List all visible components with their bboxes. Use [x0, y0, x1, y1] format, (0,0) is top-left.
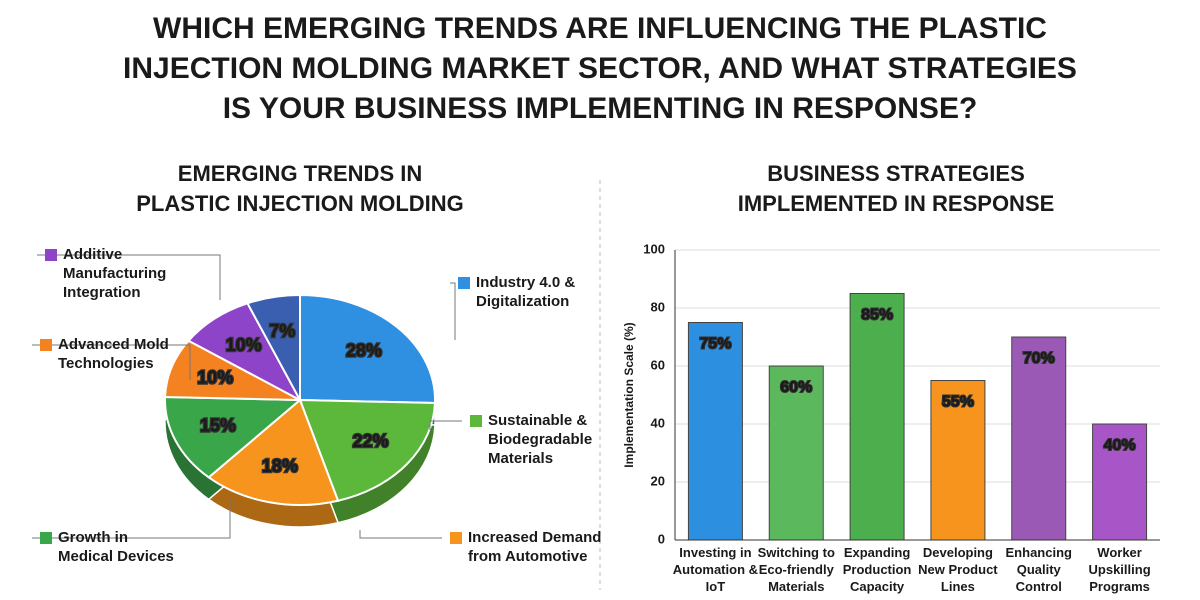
bar-value-label: 75% [699, 336, 731, 353]
y-tick-label: 20 [651, 473, 665, 488]
x-tick-label: Developing New Product Lines [918, 545, 998, 594]
legend-swatch [40, 339, 52, 351]
bar [1092, 423, 1148, 541]
bar-value-label: 40% [1104, 437, 1136, 454]
x-tick-label: Switching to Eco-friendly Materials [758, 545, 835, 594]
pie-slice [207, 398, 340, 506]
bar [687, 322, 743, 541]
bar-value-label: 85% [861, 307, 893, 324]
leader-line [32, 500, 231, 539]
pie-slice [299, 293, 436, 405]
pie-slice [298, 398, 436, 502]
x-tick-label: Worker Upskilling Programs [1089, 545, 1151, 594]
bar [768, 365, 824, 541]
bar [930, 380, 986, 541]
x-tick-label: Enhancing Quality Control [1006, 545, 1073, 594]
legend-label: Industry 4.0 & Digitalization [476, 274, 575, 310]
legend-label: Additive Manufacturing Integration [63, 246, 166, 301]
legend-label: Growth in Medical Devices [58, 529, 174, 565]
leader-line [429, 420, 462, 430]
slice-label: 18% [262, 456, 298, 476]
chart-title: EMERGING TRENDS IN PLASTIC INJECTION MOLD… [136, 161, 464, 216]
chart-title: BUSINESS STRATEGIES IMPLEMENTED IN RESPON… [738, 161, 1055, 216]
legend-label: Sustainable & Biodegradable Materials [488, 412, 592, 467]
y-tick-label: 80 [651, 299, 665, 314]
slice-label: 10% [226, 335, 262, 355]
main-title: WHICH EMERGING TRENDS ARE INFLUENCING TH… [123, 12, 1077, 125]
slice-label: 10% [197, 367, 233, 387]
legend-label: Increased Demand from Automotive [468, 529, 601, 565]
leader-line [450, 282, 456, 340]
bar-value-label: 60% [780, 379, 812, 396]
y-tick-label: 40 [651, 415, 665, 430]
y-tick-label: 0 [658, 531, 665, 546]
slice-label: 22% [353, 431, 389, 451]
leader-line [37, 254, 221, 300]
bar-value-label: 70% [1023, 350, 1055, 367]
legend-swatch [458, 277, 470, 289]
legend-label: Advanced Mold Technologies [58, 336, 169, 372]
x-tick-label: Investing in Automation & IoT [673, 545, 758, 594]
y-axis-label: Implementation Scale (%) [622, 322, 636, 467]
pie-slice [245, 293, 301, 401]
leader-line [32, 344, 191, 380]
slice-label: 15% [200, 416, 236, 436]
legend-swatch [40, 532, 52, 544]
bar [1011, 336, 1067, 541]
y-tick-label: 60 [651, 357, 665, 372]
x-tick-label: Expanding Production Capacity [843, 545, 912, 594]
y-tick-label: 100 [643, 241, 665, 256]
bar [849, 293, 905, 541]
slice-label: 28% [346, 340, 382, 360]
legend-swatch [450, 532, 462, 544]
bar-value-label: 55% [942, 394, 974, 411]
leader-line [359, 530, 442, 539]
legend-swatch [45, 249, 57, 261]
legend-swatch [470, 415, 482, 427]
slice-label: 7% [269, 321, 295, 341]
pie-slice [164, 395, 303, 479]
